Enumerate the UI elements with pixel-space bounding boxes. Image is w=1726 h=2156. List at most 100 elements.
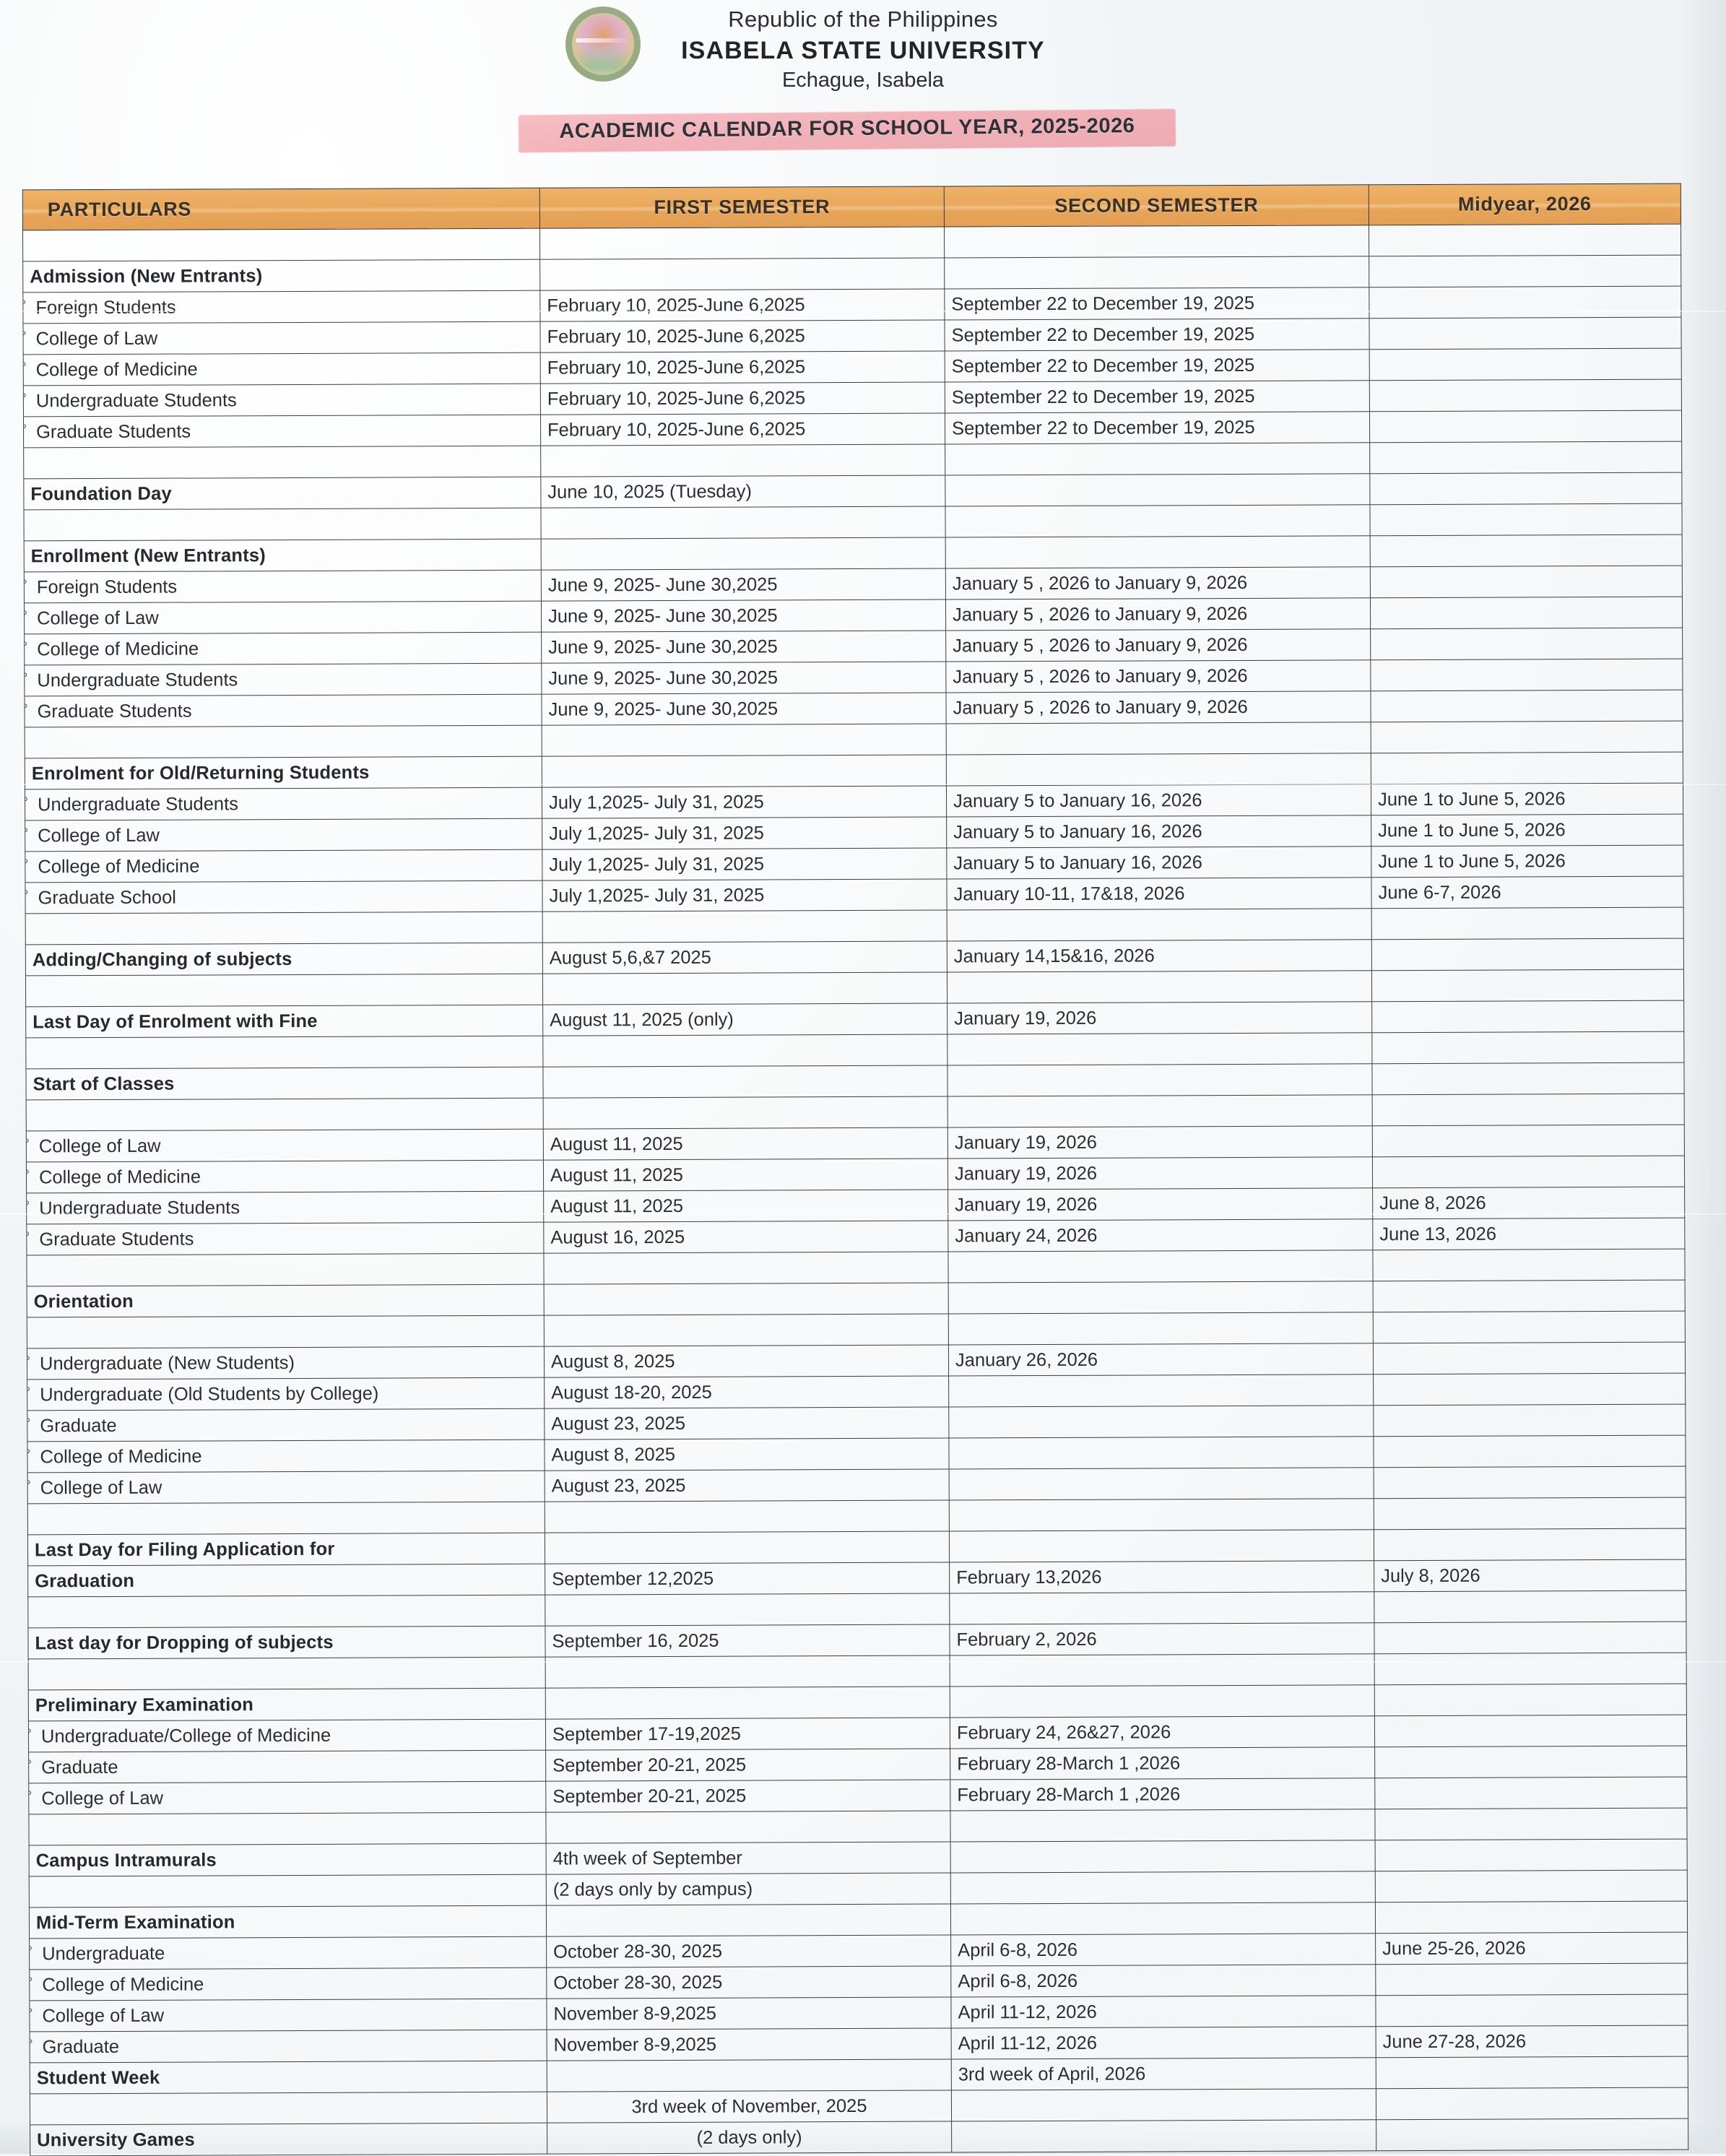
particulars-cell: Graduate [30,2030,547,2063]
particulars-cell [28,1657,546,1690]
term-cell-3 [1376,2118,1688,2151]
term-cell-3 [1374,1528,1686,1561]
term-cell-1 [542,910,947,943]
term-cell-2 [945,535,1371,569]
term-cell-3: June 1 to June 5, 2026 [1371,814,1683,847]
term-cell-3 [1375,1901,1688,1934]
particulars-cell: University Games [30,2123,547,2156]
particulars-cell: Graduate Students [24,694,542,727]
term-cell-1: September 20-21, 2025 [545,1780,950,1813]
term-cell-2: February 24, 26&27, 2026 [950,1715,1375,1749]
term-cell-2 [945,442,1370,476]
term-cell-3 [1374,1808,1688,1840]
term-cell-3: June 27-28, 2026 [1376,2025,1688,2058]
particulars-cell [26,1098,544,1131]
term-cell-1: June 9, 2025- June 30,2025 [541,568,946,602]
term-cell-2: January 5 , 2026 to January 9, 2026 [945,690,1371,724]
particulars-cell: Last Day of Enrolment with Fine [25,1005,543,1038]
term-cell-3 [1373,1311,1686,1343]
term-cell-3 [1371,1000,1684,1033]
particulars-cell [26,1253,545,1286]
term-cell-2: September 22 to December 19, 2025 [945,411,1370,445]
term-cell-3: June 1 to June 5, 2026 [1371,845,1683,878]
particulars-cell: Last day for Dropping of subjects [27,1626,546,1659]
term-cell-3 [1374,1466,1686,1499]
term-cell-3 [1374,1622,1687,1654]
term-cell-3 [1374,1777,1687,1809]
term-cell-2 [951,2088,1376,2121]
particulars-cell: College of Law [27,1471,545,1504]
term-cell-1 [542,724,947,757]
term-cell-2: January 19, 2026 [947,1001,1372,1035]
term-cell-3 [1374,1684,1687,1716]
particulars-cell [27,1595,545,1628]
term-cell-2 [944,256,1369,290]
particulars-cell: Adding/Changing of subjects [25,943,543,976]
term-cell-2 [944,225,1369,259]
term-cell-1: November 8-9,2025 [546,1996,952,2030]
term-cell-3 [1369,472,1682,505]
term-cell-2 [947,908,1372,942]
particulars-cell [27,1315,545,1348]
particulars-cell: Undergraduate/College of Medicine [28,1719,546,1752]
term-cell-1: July 1,2025- July 31, 2025 [542,879,947,912]
term-cell-1 [542,755,947,788]
term-cell-1 [544,1283,949,1316]
term-cell-3 [1373,1373,1686,1406]
term-cell-2 [947,1032,1372,1066]
term-cell-1 [540,506,946,540]
particulars-cell: Undergraduate (New Students) [27,1346,545,1380]
term-cell-3 [1371,1062,1685,1095]
term-cell-1 [543,1252,949,1285]
term-cell-2: January 19, 2026 [947,1187,1373,1221]
term-cell-2: 3rd week of April, 2026 [951,2057,1376,2090]
term-cell-2: September 22 to December 19, 2025 [945,380,1370,414]
term-cell-2 [950,1871,1376,1904]
term-cell-2: January 19, 2026 [947,1125,1373,1159]
term-cell-3 [1369,317,1682,350]
term-cell-1: July 1,2025- July 31, 2025 [542,848,947,881]
term-cell-1 [542,1034,947,1068]
term-cell-1 [545,1531,950,1564]
term-cell-2: January 14,15&16, 2026 [947,939,1372,973]
term-cell-2: January 5 , 2026 to January 9, 2026 [945,628,1371,662]
term-cell-3: July 8, 2026 [1374,1559,1686,1592]
term-cell-1: August 8, 2025 [544,1438,950,1471]
particulars-cell [27,1502,545,1535]
particulars-cell: Graduate [28,1750,546,1783]
term-cell-3 [1370,534,1683,567]
particulars-cell: College of Law [22,321,541,355]
particulars-cell [23,446,541,479]
campus-location: Echague, Isabela [781,69,945,92]
particulars-cell: Campus Intramurals [29,1843,547,1876]
term-cell-2 [948,1312,1374,1346]
term-cell-3 [1372,1094,1685,1126]
particulars-cell [25,912,543,945]
term-cell-3 [1370,566,1683,598]
term-cell-2 [950,1902,1376,1935]
particulars-cell: Undergraduate (Old Students by College) [27,1377,545,1411]
term-cell-3 [1373,1342,1686,1374]
term-cell-3 [1376,2056,1688,2089]
particulars-cell: College of Medicine [25,849,542,883]
term-cell-1 [545,1500,950,1533]
term-cell-3 [1372,1125,1685,1157]
term-cell-2 [947,1250,1374,1283]
term-cell-1: October 28-30, 2025 [546,1965,951,1999]
term-cell-2: April 6-8, 2026 [950,1933,1376,1966]
term-cell-2: January 24, 2026 [947,1218,1373,1252]
term-cell-2: January 26, 2026 [948,1343,1374,1377]
term-cell-3 [1370,597,1683,629]
term-cell-3 [1369,410,1682,443]
term-cell-3 [1375,1870,1688,1902]
term-cell-3: June 8, 2026 [1372,1187,1685,1219]
term-cell-3: June 1 to June 5, 2026 [1371,783,1683,815]
term-cell-1: February 10, 2025-June 6,2025 [540,351,945,384]
term-cell-1: February 10, 2025-June 6,2025 [539,320,945,353]
particulars-cell: College of Medicine [29,1967,547,2001]
particulars-cell: Graduate [27,1408,545,1442]
term-cell-3 [1371,938,1684,971]
particulars-cell: Start of Classes [25,1067,544,1100]
term-cell-3 [1373,1404,1686,1437]
term-cell-2 [949,1467,1374,1501]
